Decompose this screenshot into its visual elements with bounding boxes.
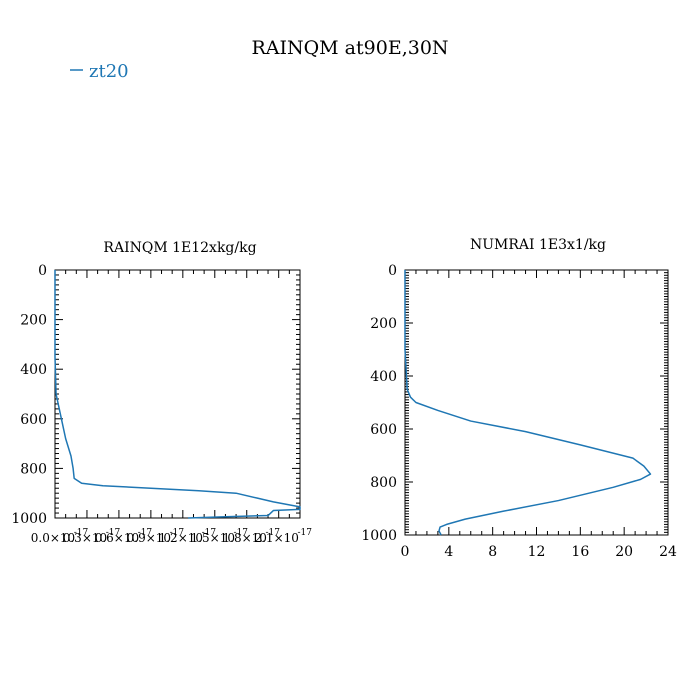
x-tick-label: 4 [444, 544, 453, 560]
y-tick-label: 800 [20, 461, 47, 477]
figure-title: RAINQM at90E,30N [251, 37, 448, 59]
y-tick-label: 1000 [11, 511, 47, 527]
panel-rainqm: RAINQM 1E12xkg/kg020040060080010000.0×10… [11, 240, 312, 545]
legend-label: zt20 [89, 61, 129, 82]
x-tick-label: 0.6×10 [95, 531, 139, 545]
y-tick-label: 0 [38, 263, 47, 279]
plot-frame [54, 269, 301, 519]
x-tick-exponent: -17 [297, 528, 312, 538]
y-tick-label: 400 [370, 369, 397, 385]
panel-title: NUMRAI 1E3x1/kg [470, 237, 606, 253]
x-tick-label: 2.1×10 [254, 531, 298, 545]
y-tick-label: 1000 [361, 528, 397, 544]
x-tick-label: 1.8×10 [223, 531, 267, 545]
y-ticks: 0 200 400 600 800 1000 [11, 263, 300, 527]
x-tick-exponent: -17 [170, 528, 185, 538]
y-tick-label: 600 [370, 422, 397, 438]
series-line-zt20 [54, 270, 301, 519]
y-tick-label: 200 [370, 316, 397, 332]
x-tick-exponent: -17 [106, 528, 121, 538]
x-tick-label: 1.2×10 [159, 531, 203, 545]
plot-frame [404, 269, 669, 536]
x-tick-exponent: -17 [234, 528, 249, 538]
y-tick-label: 800 [370, 475, 397, 491]
x-tick-exponent: -17 [265, 528, 280, 538]
x-tick-label: 0 [401, 544, 410, 560]
x-tick-label: 8 [488, 544, 497, 560]
x-tick-label: 0.3×10 [63, 531, 107, 545]
series-line-zt20 [404, 270, 652, 536]
x-tick-exponent: -17 [202, 528, 217, 538]
y-tick-label: 600 [20, 412, 47, 428]
panel-title: RAINQM 1E12xkg/kg [103, 240, 256, 256]
legend: zt20 [70, 61, 129, 82]
x-tick-label: 12 [528, 544, 546, 560]
x-tick-label: 20 [615, 544, 633, 560]
x-ticks: 0.0×10-170.3×10-170.6×10-170.9×10-171.2×… [31, 270, 312, 545]
y-tick-label: 400 [20, 362, 47, 378]
y-tick-label: 0 [388, 263, 397, 279]
x-tick-label: 24 [659, 544, 677, 560]
x-tick-label: 0.9×10 [127, 531, 171, 545]
y-ticks: 0 200 400 600 800 1000 [361, 263, 668, 544]
x-tick-label: 16 [571, 544, 589, 560]
x-tick-exponent: -17 [74, 528, 89, 538]
x-tick-label: 1.5×10 [191, 531, 235, 545]
x-tick-exponent: -17 [138, 528, 153, 538]
y-tick-label: 200 [20, 313, 47, 329]
x-ticks: 0 4 8 12 16 20 24 [401, 270, 677, 560]
x-tick-label: 0.0×10 [31, 531, 75, 545]
